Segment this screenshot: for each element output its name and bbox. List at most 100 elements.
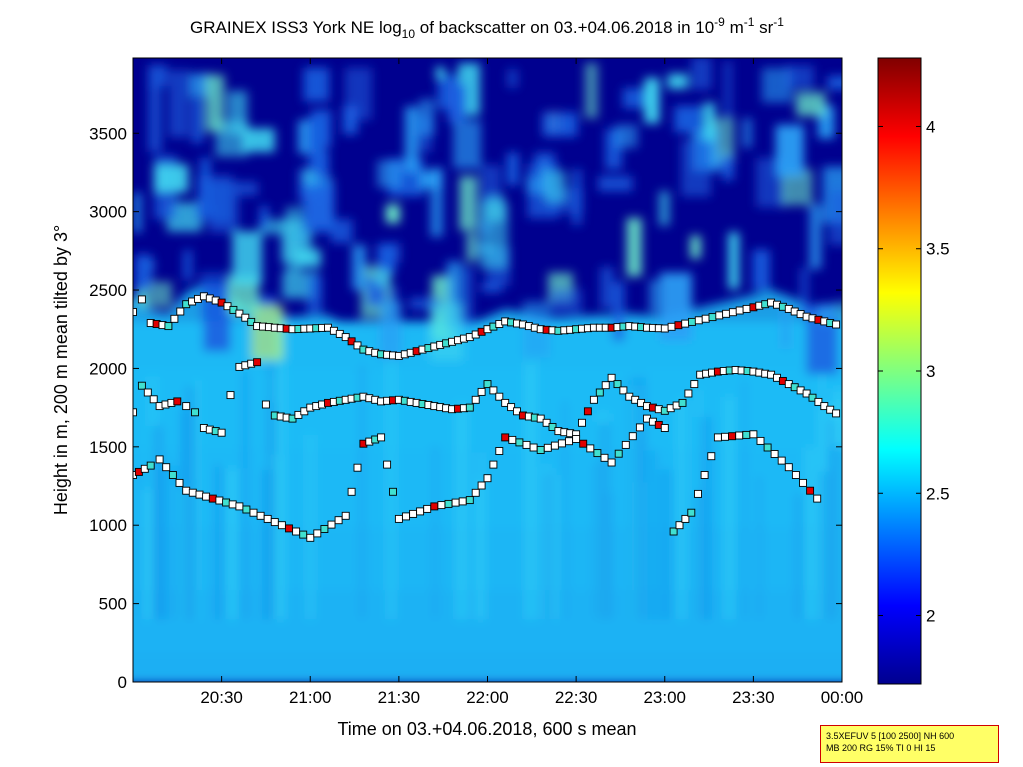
- cloud-patch: [644, 77, 660, 124]
- cloud-patch: [308, 116, 321, 173]
- layer-marker: [607, 458, 616, 467]
- layer-marker: [832, 409, 841, 418]
- cloud-patch: [419, 170, 442, 189]
- plume-streak: [185, 385, 196, 620]
- layer-marker: [536, 414, 545, 423]
- layer-marker: [681, 514, 690, 523]
- layer-marker: [489, 386, 498, 395]
- cloud-patch: [466, 232, 478, 262]
- layer-marker: [728, 308, 737, 317]
- layer-marker: [170, 314, 179, 323]
- layer-marker: [313, 529, 322, 538]
- layer-marker: [217, 428, 226, 437]
- plume-streak: [479, 452, 484, 620]
- layer-marker: [501, 433, 510, 442]
- layer-marker: [489, 460, 498, 469]
- layer-marker: [565, 437, 573, 446]
- layer-marker: [675, 521, 684, 530]
- layer-marker: [168, 471, 177, 479]
- layer-marker: [742, 304, 751, 313]
- layer-marker: [529, 443, 538, 452]
- cloud-patch: [251, 304, 284, 361]
- layer-marker: [247, 317, 256, 326]
- cloud-patch: [626, 217, 642, 277]
- cloud-patch: [796, 92, 826, 117]
- layer-marker: [155, 455, 164, 464]
- layer-marker: [700, 471, 709, 479]
- layer-marker: [688, 317, 696, 326]
- cloud-patch: [542, 112, 578, 137]
- cloud-patch: [435, 66, 445, 79]
- layer-marker: [416, 507, 425, 516]
- layer-marker: [814, 397, 823, 406]
- plume-streak: [217, 467, 224, 620]
- cloud-patch: [658, 191, 670, 226]
- layer-marker: [660, 424, 669, 432]
- cloud-patch: [429, 302, 464, 361]
- layer-marker: [735, 306, 744, 315]
- plume-streak: [677, 400, 686, 620]
- plume-streak: [627, 378, 632, 620]
- cloud-patch: [703, 102, 715, 142]
- plume-streak: [831, 446, 842, 620]
- layer-marker: [619, 386, 628, 395]
- layer-marker: [277, 521, 286, 530]
- cloud-patch: [260, 205, 269, 230]
- cloud-patch: [539, 157, 550, 195]
- layer-marker: [770, 450, 779, 458]
- layer-marker: [133, 408, 137, 417]
- cloud-patch: [330, 219, 353, 243]
- y-axis: 0 500 1000 1500 2000 2500 3000 3500: [89, 124, 842, 692]
- cloud-patch: [232, 231, 263, 286]
- plume-streak: [192, 380, 199, 620]
- y-tick-label: 0: [118, 673, 127, 692]
- title-mid: of backscatter on 03.+04.06.2018 in 10: [415, 18, 714, 37]
- layer-marker: [188, 488, 197, 497]
- x-tick-label: 22:30: [555, 688, 598, 707]
- plume-streak: [553, 474, 560, 620]
- layer-marker: [173, 397, 182, 406]
- cloud-patch: [785, 65, 814, 89]
- layer-marker: [143, 388, 152, 397]
- cloud-patch: [374, 269, 391, 286]
- layer-marker: [137, 295, 146, 304]
- cloud-patch: [690, 235, 701, 259]
- layer-marker: [694, 316, 703, 325]
- layer-marker: [601, 381, 610, 390]
- layer-marker: [681, 319, 690, 328]
- cloud-patch: [649, 279, 660, 314]
- layer-marker: [394, 514, 403, 523]
- cloud-patch: [306, 275, 323, 315]
- plume-streak: [650, 450, 657, 620]
- layer-marker: [777, 456, 786, 465]
- layer-marker: [465, 496, 474, 505]
- layer-marker: [389, 487, 397, 496]
- layer-marker: [701, 314, 710, 323]
- layer-marker: [483, 380, 492, 389]
- cloud-patch: [833, 301, 842, 317]
- layer-marker: [176, 307, 185, 316]
- heatmap-area: [133, 58, 842, 682]
- layer-marker: [263, 514, 272, 523]
- colorbar-tick-label: 2: [926, 607, 935, 626]
- layer-marker: [235, 502, 244, 511]
- layer-marker: [508, 435, 517, 444]
- layer-marker: [501, 398, 510, 407]
- plume-streak: [266, 362, 277, 620]
- layer-marker: [208, 494, 217, 503]
- cloud-patch: [148, 83, 162, 153]
- layer-marker: [334, 516, 343, 525]
- layer-marker: [628, 432, 637, 441]
- layer-marker: [409, 509, 418, 518]
- cloud-patch: [387, 286, 398, 308]
- cloud-patch: [404, 106, 419, 173]
- cloud-patch: [681, 139, 711, 197]
- cloud-patch: [800, 267, 809, 319]
- y-axis-label: Height in m, 200 m mean tilted by 3°: [51, 225, 71, 515]
- layer-marker: [241, 313, 250, 322]
- layer-marker: [593, 449, 602, 458]
- layer-marker: [423, 504, 432, 513]
- layer-marker: [713, 433, 722, 442]
- layer-marker: [430, 502, 439, 511]
